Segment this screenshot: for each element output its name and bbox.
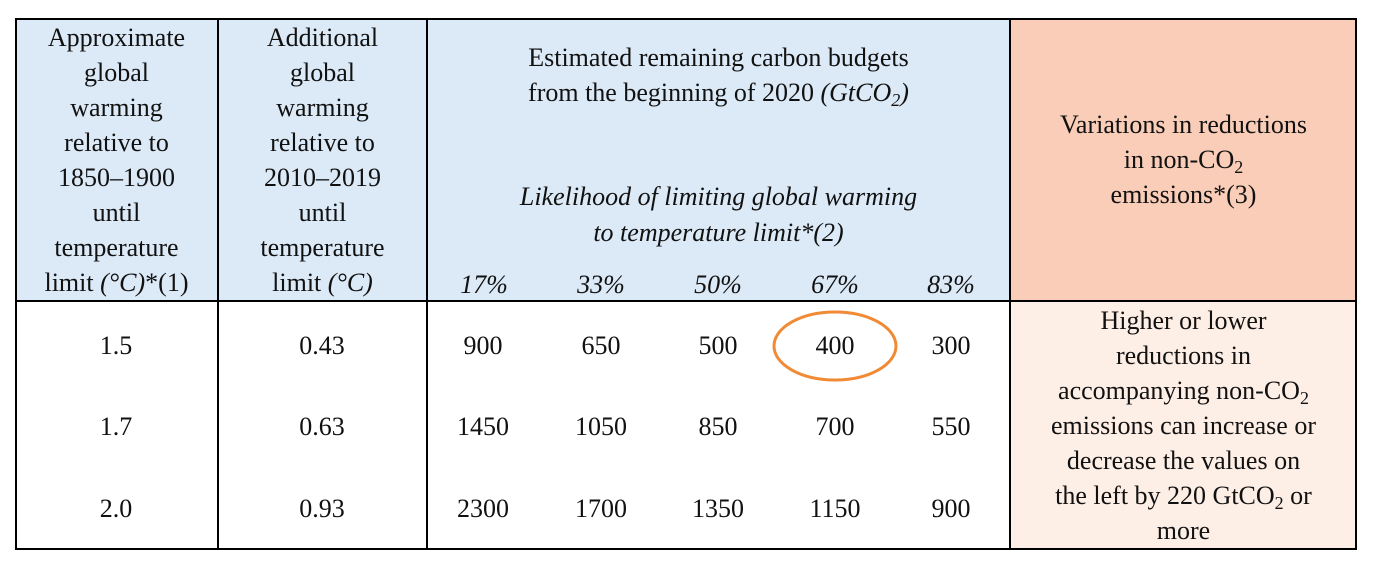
note-line: decrease the values on — [1066, 446, 1301, 475]
likelihood-67: 67% — [811, 270, 859, 299]
header-col1-line: limit (°C)*(1) — [44, 267, 189, 297]
budget-cell: 1700 — [575, 494, 627, 523]
likelihood-17: 17% — [460, 270, 508, 299]
variations-line3: emissions*(3) — [1110, 180, 1257, 209]
header-col2-line: relative to — [270, 127, 375, 157]
note-line: emissions can increase or — [1051, 411, 1316, 440]
budget-cell: 1150 — [809, 494, 861, 523]
variations-line1: Variations in reductions — [1060, 110, 1307, 139]
note-cell: Higher or lower reductions in accompanyi… — [1010, 301, 1357, 550]
column-divider — [1009, 18, 1011, 550]
table-border-right — [1355, 18, 1357, 550]
budget-cell: 650 — [581, 331, 621, 360]
column-divider — [426, 18, 428, 550]
header-col2-line: temperature — [260, 232, 385, 262]
row-additional: 0.93 — [299, 494, 345, 523]
row-additional: 0.43 — [299, 331, 345, 360]
note-line: reductions in — [1115, 341, 1252, 370]
header-col1-line: global — [84, 57, 149, 87]
table-border-left — [15, 18, 17, 550]
header-col1-line: until — [92, 197, 141, 227]
header-col1-line: temperature — [54, 232, 179, 262]
note-line: the left by 220 GtCO2 or — [1055, 481, 1312, 513]
budget-cell: 900 — [931, 494, 971, 523]
variations-line2: in non-CO2 — [1123, 145, 1244, 177]
budget-title-line2: from the beginning of 2020 (GtCO2) — [528, 78, 909, 110]
budget-cell: 900 — [463, 331, 503, 360]
header-additional-warming: Additional global warming relative to 20… — [218, 18, 427, 301]
likelihood-line2: to temperature limit*(2) — [593, 218, 844, 247]
likelihood-50: 50% — [694, 270, 742, 299]
budget-cell: 2300 — [457, 494, 509, 523]
budget-cell: 700 — [815, 412, 855, 441]
row-warming: 1.7 — [99, 412, 133, 441]
header-col2-line: limit (°C) — [272, 267, 373, 297]
budget-title-line1: Estimated remaining carbon budgets — [528, 43, 909, 72]
budget-cell: 1350 — [692, 494, 744, 523]
header-col2-line: global — [290, 57, 355, 87]
likelihood-line1: Likelihood of limiting global warming — [519, 182, 918, 211]
row-additional: 0.63 — [299, 412, 345, 441]
budget-cell: 1450 — [457, 412, 509, 441]
header-carbon-budgets: Estimated remaining carbon budgets from … — [427, 18, 1010, 301]
column-divider — [217, 18, 219, 550]
budget-cell: 550 — [931, 412, 971, 441]
header-col1-line: 1850–1900 — [58, 162, 175, 192]
header-col1-line: relative to — [64, 127, 169, 157]
row-warming: 2.0 — [99, 494, 133, 523]
row-warming: 1.5 — [99, 331, 133, 360]
highlight-circle-icon — [772, 310, 898, 382]
header-approx-warming: Approximate global warming relative to 1… — [15, 18, 218, 301]
budget-cell-highlighted: 400 — [815, 331, 855, 360]
header-bottom-border — [15, 300, 1357, 302]
header-col2-line: until — [298, 197, 347, 227]
likelihood-83: 83% — [927, 270, 975, 299]
header-col1-line: Approximate — [47, 22, 186, 52]
header-variations: Variations in reductions in non-CO2 emis… — [1010, 18, 1357, 301]
table-border-top — [15, 18, 1357, 20]
header-col2-line: 2010–2019 — [264, 162, 381, 192]
budget-cell: 300 — [931, 331, 971, 360]
budget-cell: 850 — [698, 412, 738, 441]
likelihood-33: 33% — [577, 270, 625, 299]
budget-cell: 500 — [698, 331, 738, 360]
header-col1-line: warming — [70, 92, 163, 122]
table-border-bottom — [15, 548, 1357, 550]
header-col2-line: Additional — [266, 22, 379, 52]
note-line: more — [1156, 516, 1211, 545]
carbon-budget-table: Approximate global warming relative to 1… — [15, 18, 1357, 550]
note-line: accompanying non-CO2 — [1058, 376, 1309, 408]
note-line: Higher or lower — [1100, 306, 1267, 335]
header-col2-line: warming — [276, 92, 369, 122]
budget-cell: 1050 — [575, 412, 627, 441]
